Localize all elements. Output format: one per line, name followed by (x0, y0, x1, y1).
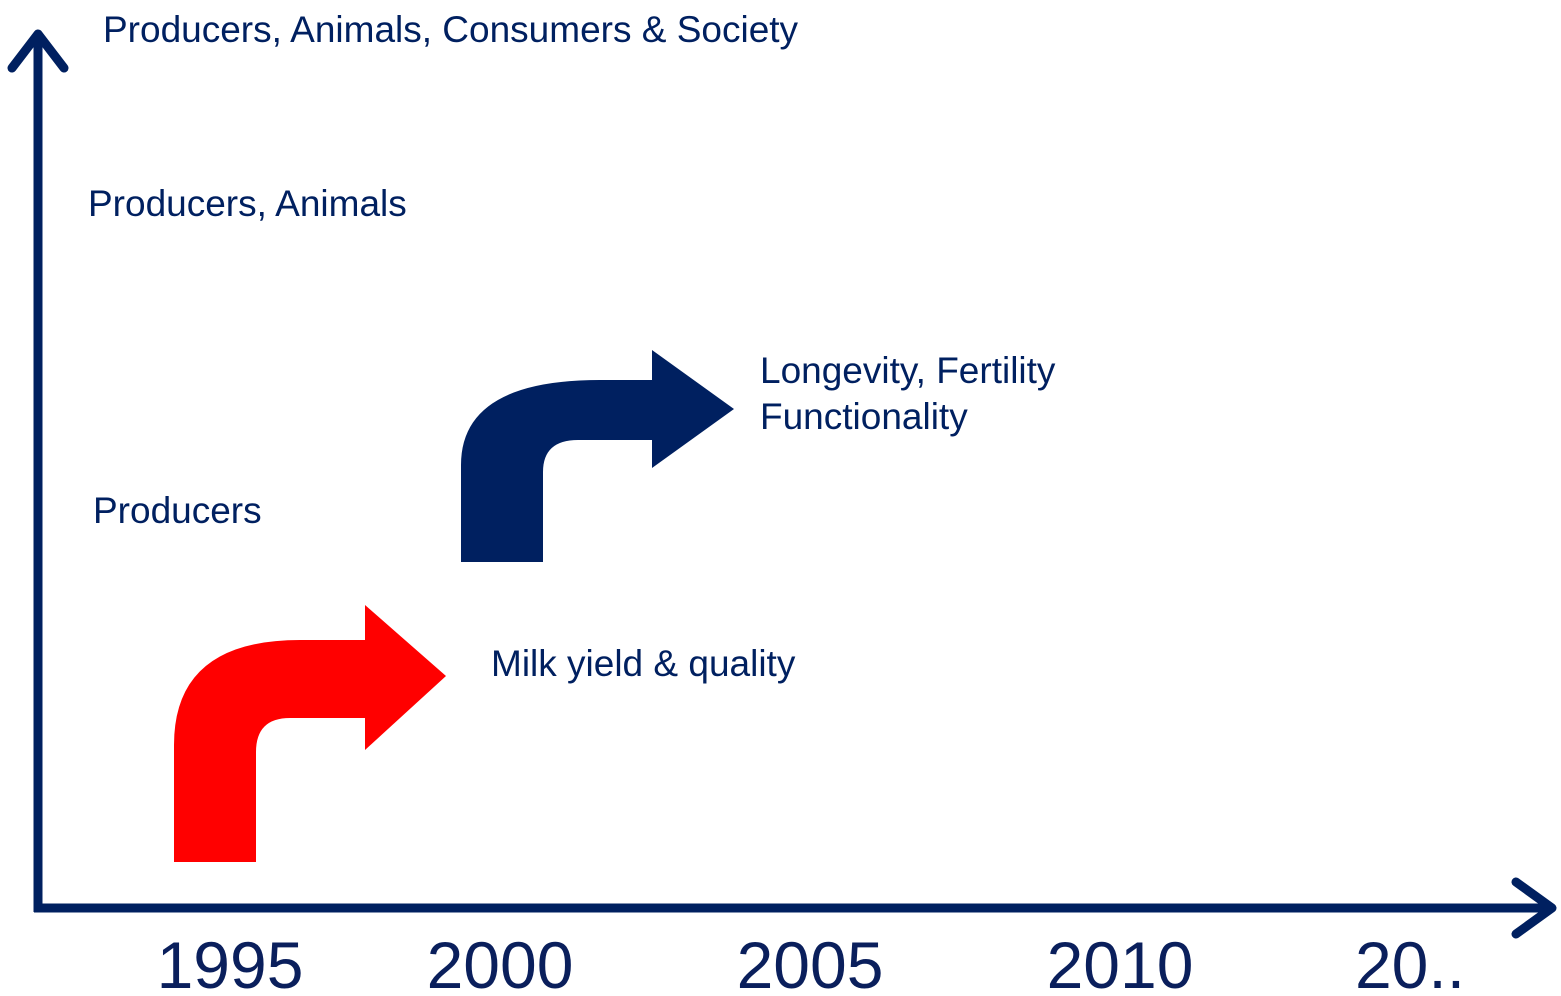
arrow-label: Functionality (760, 396, 968, 437)
year-label: 20.. (1355, 928, 1465, 996)
level-label: Producers (93, 490, 262, 531)
arrow-label: Milk yield & quality (491, 643, 796, 684)
level-label: Producers, Animals (88, 183, 407, 224)
level-label: Producers, Animals, Consumers & Society (103, 9, 799, 50)
bent-arrow (461, 350, 734, 562)
year-label: 2005 (737, 928, 884, 996)
year-label: 2000 (427, 928, 574, 996)
y-axis-head (7, 29, 69, 73)
year-label: 2010 (1047, 928, 1194, 996)
year-label: 1995 (157, 928, 304, 996)
bent-arrow (174, 605, 446, 862)
arrow-label: Longevity, Fertility (760, 350, 1056, 391)
x-axis-head (1511, 877, 1557, 939)
